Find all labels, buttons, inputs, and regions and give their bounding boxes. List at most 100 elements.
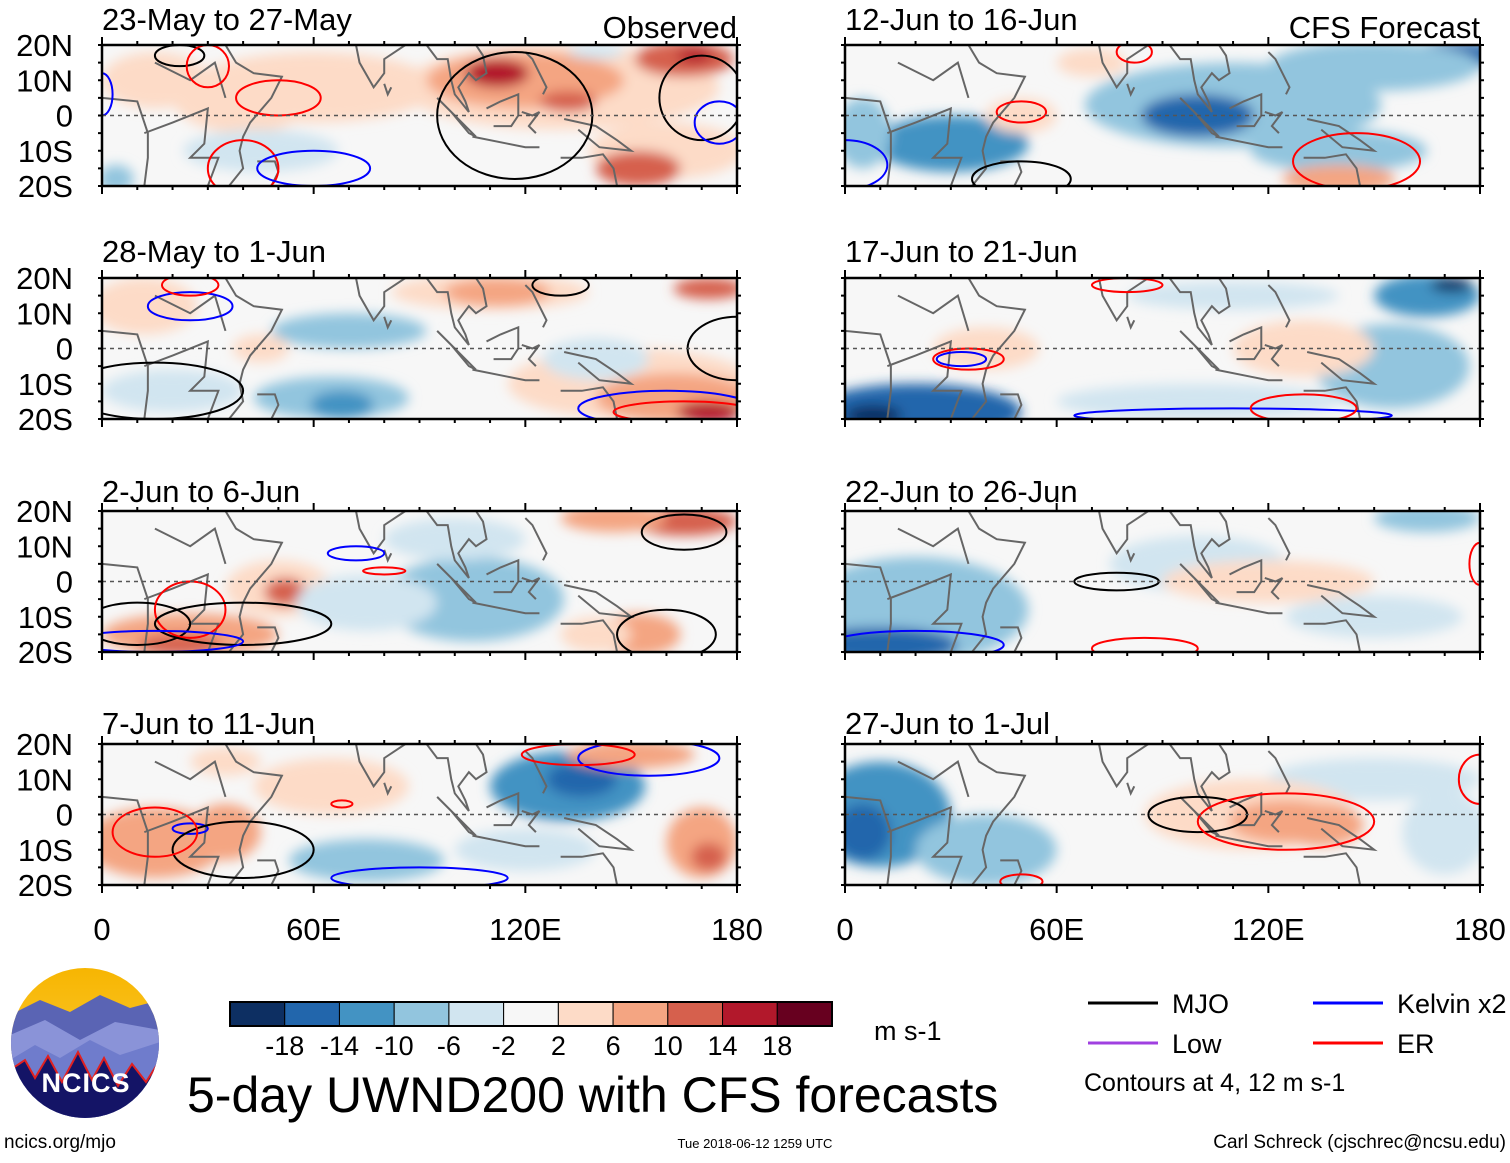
coastline	[102, 96, 149, 186]
coastline	[845, 795, 892, 885]
lat-tick-label: 10N	[16, 762, 73, 797]
legend-item: ER	[1313, 1029, 1435, 1059]
kelvin-contour	[935, 351, 988, 368]
coastline	[524, 517, 548, 561]
lon-tick-label: 60E	[1029, 912, 1084, 947]
mjo-contour	[153, 45, 206, 68]
contour-legend: MJO Kelvin x2 Low ER	[1088, 989, 1507, 1059]
anomaly-blob	[567, 744, 695, 769]
lat-tick-label: 20N	[16, 727, 73, 762]
coastline	[1168, 278, 1231, 346]
anomaly-blob	[102, 369, 244, 412]
coastline	[1303, 852, 1362, 885]
anomaly-blob	[1056, 48, 1128, 77]
colorbar-level-label: -14	[320, 1031, 359, 1061]
coastline	[967, 278, 1027, 419]
anomaly-blob	[102, 164, 134, 186]
mjo-contour	[616, 608, 717, 652]
uwnd-anomaly-field	[102, 511, 737, 652]
coastline	[224, 744, 284, 885]
coastline	[560, 153, 619, 186]
uwnd-anomaly-field	[102, 278, 737, 419]
anomaly-blob	[673, 278, 737, 300]
coastline	[521, 810, 541, 833]
colorbar-level-label: -2	[492, 1031, 516, 1061]
coastline	[1229, 791, 1263, 827]
er-contour	[612, 400, 737, 419]
anomaly-blob	[465, 59, 529, 88]
colorbar-level-label: 2	[551, 1031, 566, 1061]
colorbar-swatch	[393, 1001, 450, 1027]
er-contour	[160, 278, 220, 297]
contour-note: Contours at 4, 12 m s-1	[1084, 1069, 1345, 1097]
legend-item: Kelvin x2	[1313, 989, 1507, 1019]
coastline	[521, 111, 541, 134]
anomaly-blob	[288, 839, 445, 882]
column-label: Observed	[603, 10, 737, 45]
lat-tick-label: 20S	[18, 868, 73, 903]
map-panel: 27-Jun to 1-Jul 0 60E 120E 180	[836, 706, 1505, 947]
kelvin-contour	[256, 149, 372, 186]
coastline	[486, 92, 520, 128]
anomaly-blob	[1268, 45, 1480, 91]
lat-tick-label: 20S	[18, 402, 73, 437]
anomaly-blob	[183, 129, 339, 172]
coastline	[521, 577, 541, 600]
website-link[interactable]: ncics.org/mjo	[4, 1132, 116, 1153]
anomaly-blob	[691, 842, 727, 871]
anomaly-blob	[845, 803, 891, 861]
coastline	[1126, 549, 1136, 563]
coastline	[1229, 92, 1263, 128]
mjo-contour	[971, 160, 1072, 186]
anomaly-blob	[172, 62, 314, 134]
coastline	[524, 284, 548, 328]
coastline	[1264, 344, 1284, 367]
logo-text: NCICS	[41, 1068, 130, 1098]
legend-item: Low	[1088, 1029, 1222, 1059]
anomaly-blob	[271, 313, 427, 349]
uwnd-anomaly-field	[845, 278, 1480, 419]
coastline	[338, 511, 406, 556]
uwnd-anomaly-field	[845, 511, 1480, 652]
kelvin-contour	[330, 866, 509, 885]
coastline	[845, 562, 892, 652]
coastline	[383, 316, 393, 330]
coastline	[967, 511, 1027, 652]
coastline	[486, 791, 520, 827]
coastline	[425, 278, 488, 346]
coastline	[524, 750, 548, 794]
coastline	[1229, 325, 1263, 361]
coastline	[1267, 51, 1291, 95]
colorbar-swatch	[722, 1001, 778, 1027]
coastline	[383, 83, 393, 97]
colorbar-swatch	[667, 1001, 724, 1027]
er-contour	[362, 566, 407, 576]
lat-tick-label: 0	[56, 332, 73, 367]
colorbar-level-label: -6	[437, 1031, 461, 1061]
coastline	[1081, 744, 1149, 789]
kelvin-contour	[577, 744, 721, 777]
anomaly-blob	[595, 150, 681, 186]
panel-period: 12-Jun to 16-Jun	[845, 2, 1078, 37]
colorbar-swatch	[448, 1001, 505, 1027]
lat-tick-label: 10S	[18, 367, 73, 402]
coastline	[1306, 118, 1378, 153]
coastline	[1126, 782, 1136, 796]
timestamp: Tue 2018-06-12 1259 UTC	[678, 1136, 833, 1151]
coastline	[338, 278, 406, 323]
coastline	[486, 325, 520, 361]
lon-tick-label: 120E	[489, 912, 561, 947]
coastline	[472, 601, 540, 615]
coastline	[1229, 558, 1263, 594]
colorbar-level-label: 10	[653, 1031, 683, 1061]
coastline	[383, 549, 393, 563]
colorbar-swatch	[612, 1001, 669, 1027]
lon-tick-label: 0	[93, 912, 110, 947]
coastline	[1264, 111, 1284, 134]
coastline	[102, 562, 149, 652]
er-contour	[185, 45, 230, 89]
anomaly-blob	[232, 334, 289, 363]
